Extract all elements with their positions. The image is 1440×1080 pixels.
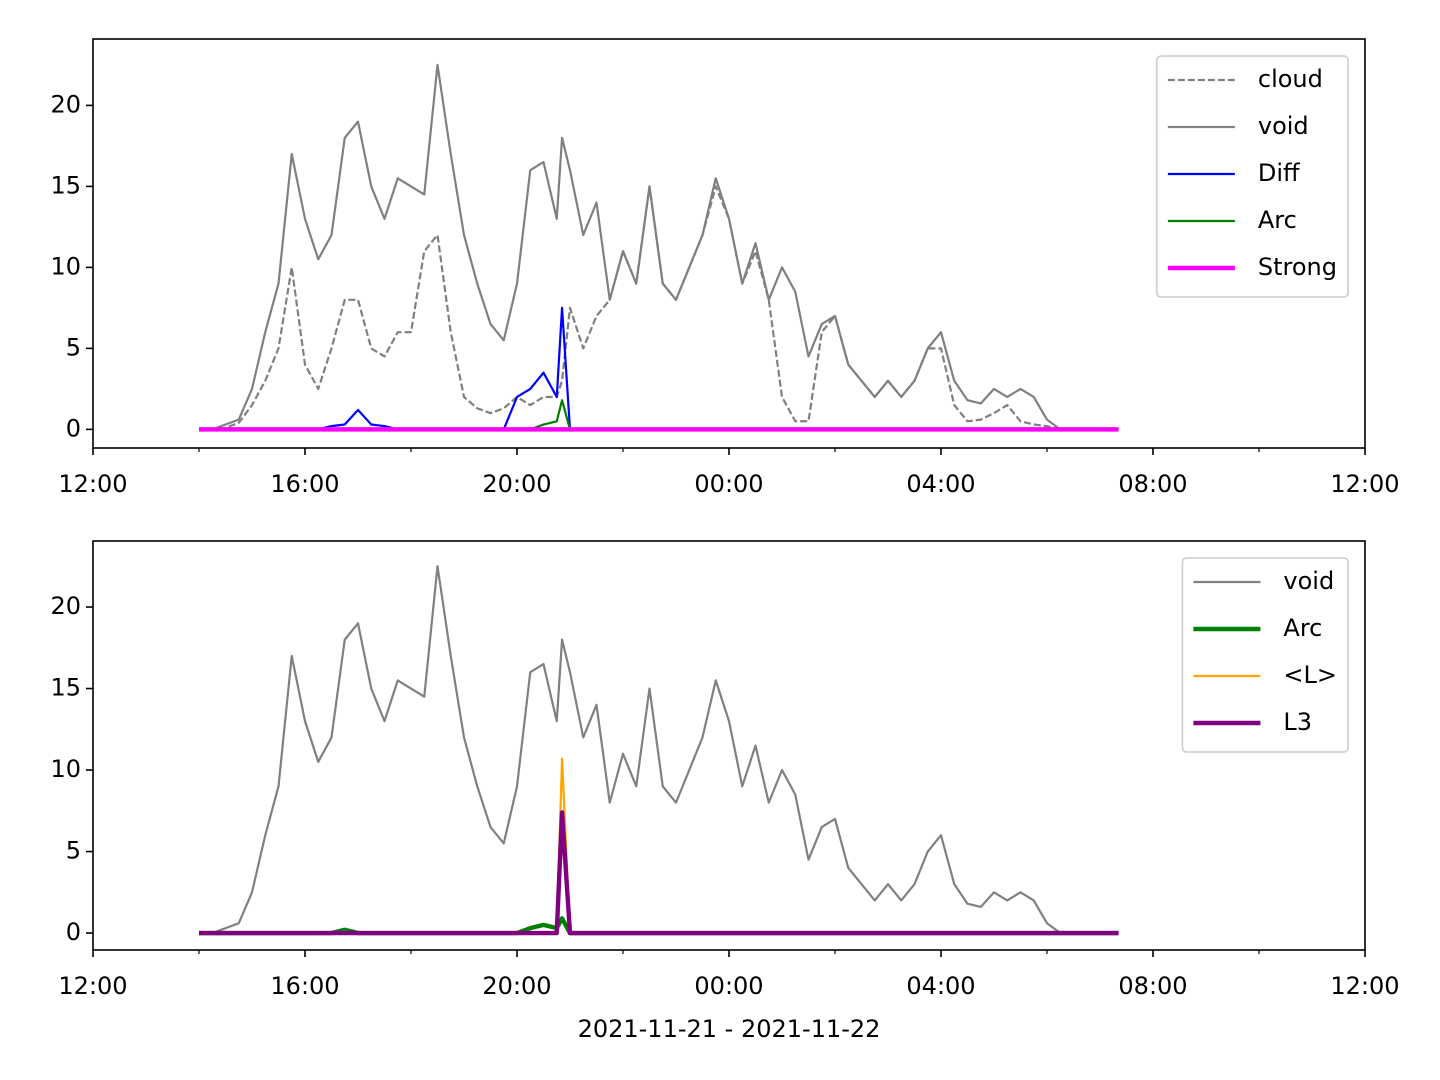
legend-label: void: [1258, 112, 1309, 140]
x-tick-label: 00:00: [694, 470, 763, 498]
legend-label: cloud: [1258, 65, 1323, 93]
x-tick-label: 00:00: [694, 972, 763, 1000]
legend-label: Diff: [1258, 159, 1300, 187]
legend-label: L3: [1283, 708, 1312, 736]
x-tick-label: 16:00: [270, 972, 339, 1000]
axes: 12:00 16:00 20:00 00:00 04:00 08:00 12:00 0 5 10 1…: [50, 38, 1400, 498]
y-tick-label: 5: [66, 333, 81, 361]
x-tick-label: 20:00: [482, 470, 551, 498]
series-line: [199, 565, 1119, 935]
legend-label: Strong: [1258, 253, 1337, 281]
axes-frame: [92, 540, 1366, 951]
y-tick-label: 10: [50, 755, 81, 783]
x-tick-label: 12:00: [1330, 972, 1399, 1000]
x-tick-label: 12:00: [1330, 470, 1399, 498]
x-tick-label: 08:00: [1118, 972, 1187, 1000]
legend-label: void: [1283, 567, 1334, 595]
legend-label: Arc: [1283, 614, 1322, 642]
x-tick-label: 08:00: [1118, 470, 1187, 498]
x-axis-label: 2021-11-21 - 2021-11-22: [578, 1015, 881, 1043]
y-tick-label: 5: [66, 837, 81, 865]
legend: cloud void Diff Arc Strong: [1156, 55, 1349, 298]
series-line: [199, 63, 1119, 431]
x-tick-label: 20:00: [482, 972, 551, 1000]
series-line: [199, 810, 1119, 936]
y-tick-label: 10: [50, 252, 81, 280]
y-tick-label: 20: [50, 592, 81, 620]
x-tick-label: 12:00: [58, 972, 127, 1000]
axes-frame: [92, 38, 1366, 449]
x-tick-label: 04:00: [906, 470, 975, 498]
y-tick-label: 0: [66, 918, 81, 946]
axes: 12:00 16:00 20:00 00:00 04:00 08:00 12:00 0 5 10 1…: [50, 540, 1400, 1043]
y-tick-label: 0: [66, 414, 81, 442]
x-tick-label: 12:00: [58, 470, 127, 498]
y-tick-label: 20: [50, 90, 81, 118]
legend-frame: [1156, 55, 1349, 298]
y-tick-label: 15: [50, 674, 81, 702]
legend-frame: [1181, 557, 1349, 753]
y-tick-label: 15: [50, 171, 81, 199]
legend-label: <L>: [1283, 661, 1337, 689]
x-tick-label: 04:00: [906, 972, 975, 1000]
legend-label: Arc: [1258, 206, 1297, 234]
x-tick-label: 16:00: [270, 470, 339, 498]
legend: void Arc <L> L3: [1181, 557, 1349, 753]
